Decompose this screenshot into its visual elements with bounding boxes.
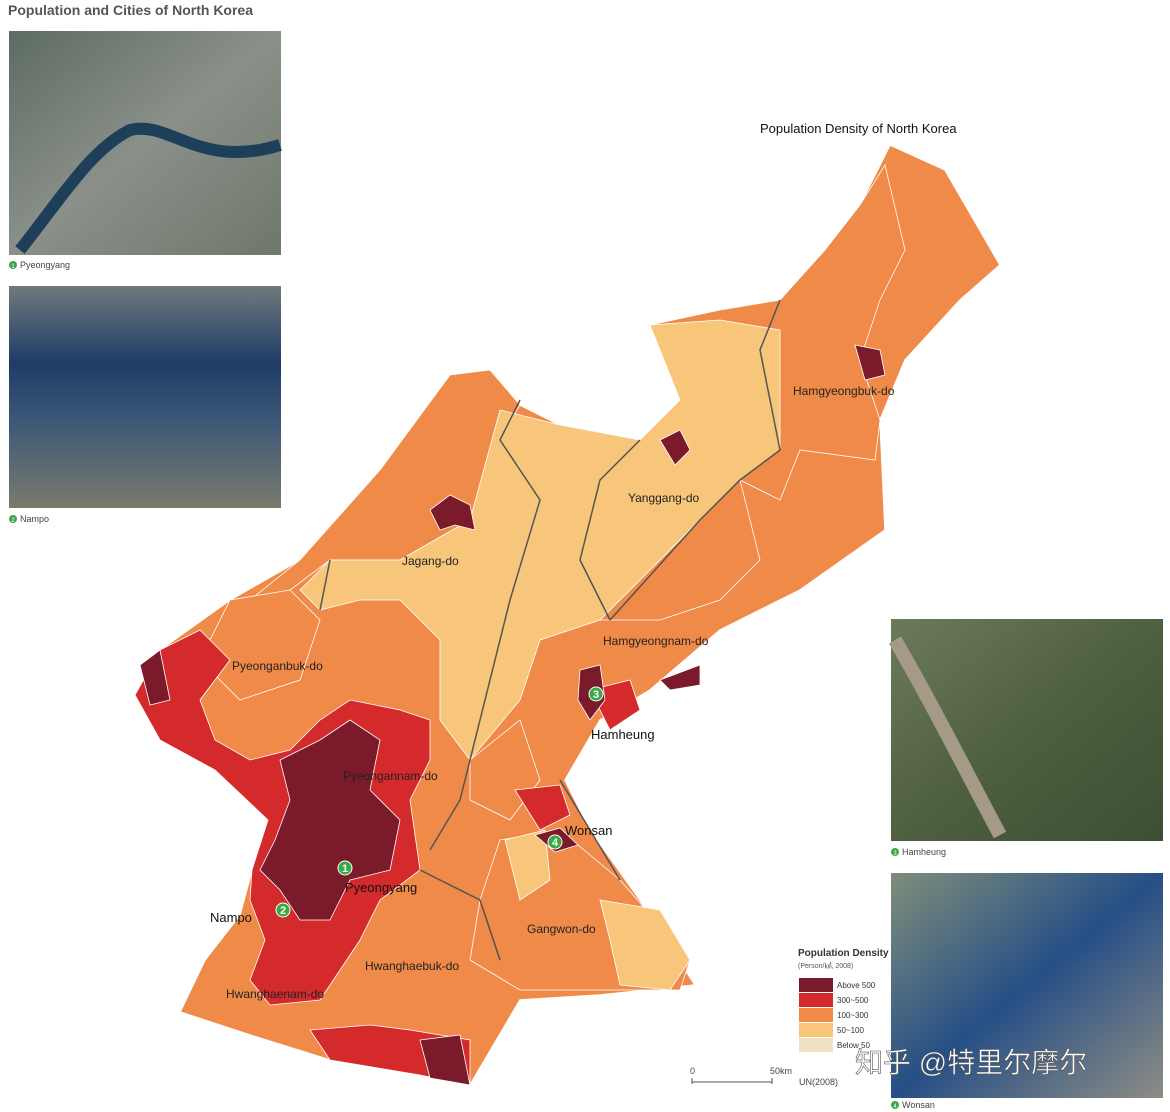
region-label: Pyeongannam-do [343, 769, 438, 783]
city-label: Wonsan [565, 823, 612, 838]
city-marker [337, 860, 353, 876]
scale-start: 0 [690, 1066, 695, 1076]
region [659, 664, 701, 691]
region [504, 829, 551, 901]
density-map [134, 144, 1001, 1086]
legend-swatch [799, 978, 833, 992]
caption: Hamheung [902, 847, 946, 857]
photo-river [888, 636, 1007, 839]
legend-swatch [799, 1038, 833, 1052]
legend-title: Population Density [798, 948, 889, 959]
region [419, 1034, 471, 1086]
region [429, 494, 476, 531]
watermark: 知乎 @特里尔摩尔 [855, 1047, 1087, 1078]
caption-number: 4 [893, 1104, 897, 1110]
region-label: Hamgyeongbuk-do [793, 384, 895, 398]
city-marker [547, 834, 563, 850]
region [599, 479, 761, 621]
caption: Nampo [20, 514, 49, 524]
photo [891, 873, 1163, 1098]
city-number: 3 [593, 689, 599, 701]
region-label: Hwanghaebuk-do [365, 959, 459, 973]
region [514, 784, 571, 831]
caption-number: 2 [11, 518, 15, 524]
legend-swatch [799, 1008, 833, 1022]
region-label: Jagang-do [402, 554, 459, 568]
caption-marker [9, 261, 17, 269]
region [259, 719, 401, 921]
caption-marker [891, 1101, 899, 1109]
region [139, 649, 171, 706]
region-label: Yanggang-do [628, 491, 700, 505]
city-number: 2 [280, 905, 286, 917]
legend-swatch [799, 993, 833, 1007]
region [299, 319, 781, 761]
legend-label: 300~500 [837, 996, 869, 1005]
caption-number: 3 [893, 851, 897, 857]
legend-label: Below 50 [837, 1041, 870, 1050]
caption: Pyeongyang [20, 260, 70, 270]
map-title: Population Density of North Korea [760, 121, 957, 136]
city-label: Nampo [210, 910, 252, 925]
photo [9, 286, 281, 508]
photo [9, 31, 281, 255]
legend-label: 100~300 [837, 1011, 869, 1020]
city-number: 4 [552, 837, 559, 849]
map-labels: Hamgyeongbuk-do Yanggang-do Jagang-do Hamgy… [210, 384, 895, 1001]
city-marker [588, 686, 604, 702]
city-number: 1 [342, 863, 348, 875]
region [659, 429, 691, 466]
scale-end: 50km [770, 1066, 792, 1076]
legend-label: 50~100 [837, 1026, 864, 1035]
caption-number: 1 [11, 264, 15, 270]
source: UN(2008) [799, 1077, 838, 1087]
region-label: Gangwon-do [527, 922, 596, 936]
legend-label: Above 500 [837, 981, 876, 990]
region [854, 344, 886, 381]
city-label: Hamheung [591, 727, 655, 742]
photo-captions: 1 Pyeongyang 2 Nampo 3 Hamheung 4 Wonsan [9, 260, 946, 1110]
photo-river [15, 122, 282, 254]
caption-marker [9, 515, 17, 523]
page-title: Population and Cities of North Korea [8, 2, 253, 18]
caption-marker [891, 848, 899, 856]
region-label: Hwanghaenam-do [226, 987, 324, 1001]
region-label: Pyeonganbuk-do [232, 659, 323, 673]
city-marker [275, 902, 291, 918]
city-label: Pyeongyang [345, 880, 417, 895]
legend-swatch [799, 1023, 833, 1037]
photo [891, 619, 1163, 841]
region [599, 899, 691, 991]
caption: Wonsan [902, 1100, 935, 1110]
province-border [319, 299, 781, 961]
legend: Population Density (Person/㎢, 2008) Above … [798, 948, 889, 1052]
region-label: Hamgyeongnam-do [603, 634, 709, 648]
legend-subtitle: (Person/㎢, 2008) [798, 962, 853, 970]
